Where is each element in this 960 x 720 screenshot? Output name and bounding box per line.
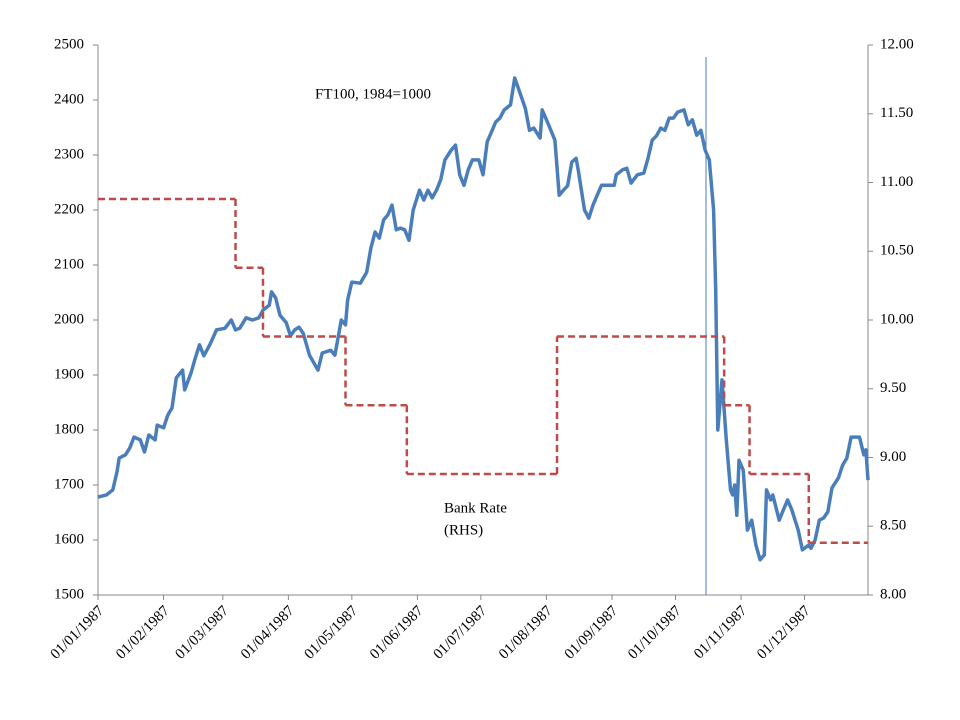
y2-tick-label: 8.00 (880, 586, 906, 602)
y-tick-label: 1800 (54, 421, 84, 437)
y-tick-label: 1600 (54, 531, 84, 547)
y2-tick-label: 10.50 (880, 243, 914, 259)
x-tick-label: 01/08/1987 (496, 603, 556, 663)
x-tick-label: 01/11/1987 (691, 603, 751, 663)
y-tick-label: 1900 (54, 366, 84, 382)
y-tick-label: 2300 (54, 146, 84, 162)
y2-tick-label: 12.00 (880, 36, 914, 52)
x-tick-label: 01/04/1987 (238, 603, 298, 663)
y-tick-label: 2400 (54, 91, 84, 107)
x-tick-label: 01/09/1987 (562, 603, 622, 663)
x-tick-label: 01/10/1987 (625, 603, 685, 663)
x-tick-label: 01/06/1987 (367, 603, 427, 663)
x-tick-label: 01/03/1987 (172, 603, 232, 663)
x-tick-label: 01/07/1987 (431, 603, 491, 663)
y-tick-label: 1700 (54, 476, 84, 492)
y2-tick-label: 9.50 (880, 380, 906, 396)
y2-tick-label: 9.00 (880, 449, 906, 465)
annotation: Bank Rate (444, 500, 507, 516)
x-tick-label: 01/05/1987 (301, 603, 361, 663)
y-tick-label: 2500 (54, 36, 84, 52)
y2-tick-label: 10.00 (880, 311, 914, 327)
x-tick-label: 01/12/1987 (754, 603, 814, 663)
y-tick-label: 1500 (54, 586, 84, 602)
y2-tick-label: 8.50 (880, 518, 906, 534)
y-tick-label: 2200 (54, 201, 84, 217)
annotation: FT100, 1984=1000 (315, 86, 431, 102)
y-tick-label: 2100 (54, 256, 84, 272)
annotation: (RHS) (444, 522, 483, 538)
x-tick-label: 01/02/1987 (113, 603, 173, 663)
y2-tick-label: 11.00 (880, 174, 913, 190)
y2-tick-label: 11.50 (880, 105, 913, 121)
x-tick-label: 01/01/1987 (48, 603, 108, 663)
series-line (97, 76, 870, 562)
y-tick-label: 2000 (54, 311, 84, 327)
